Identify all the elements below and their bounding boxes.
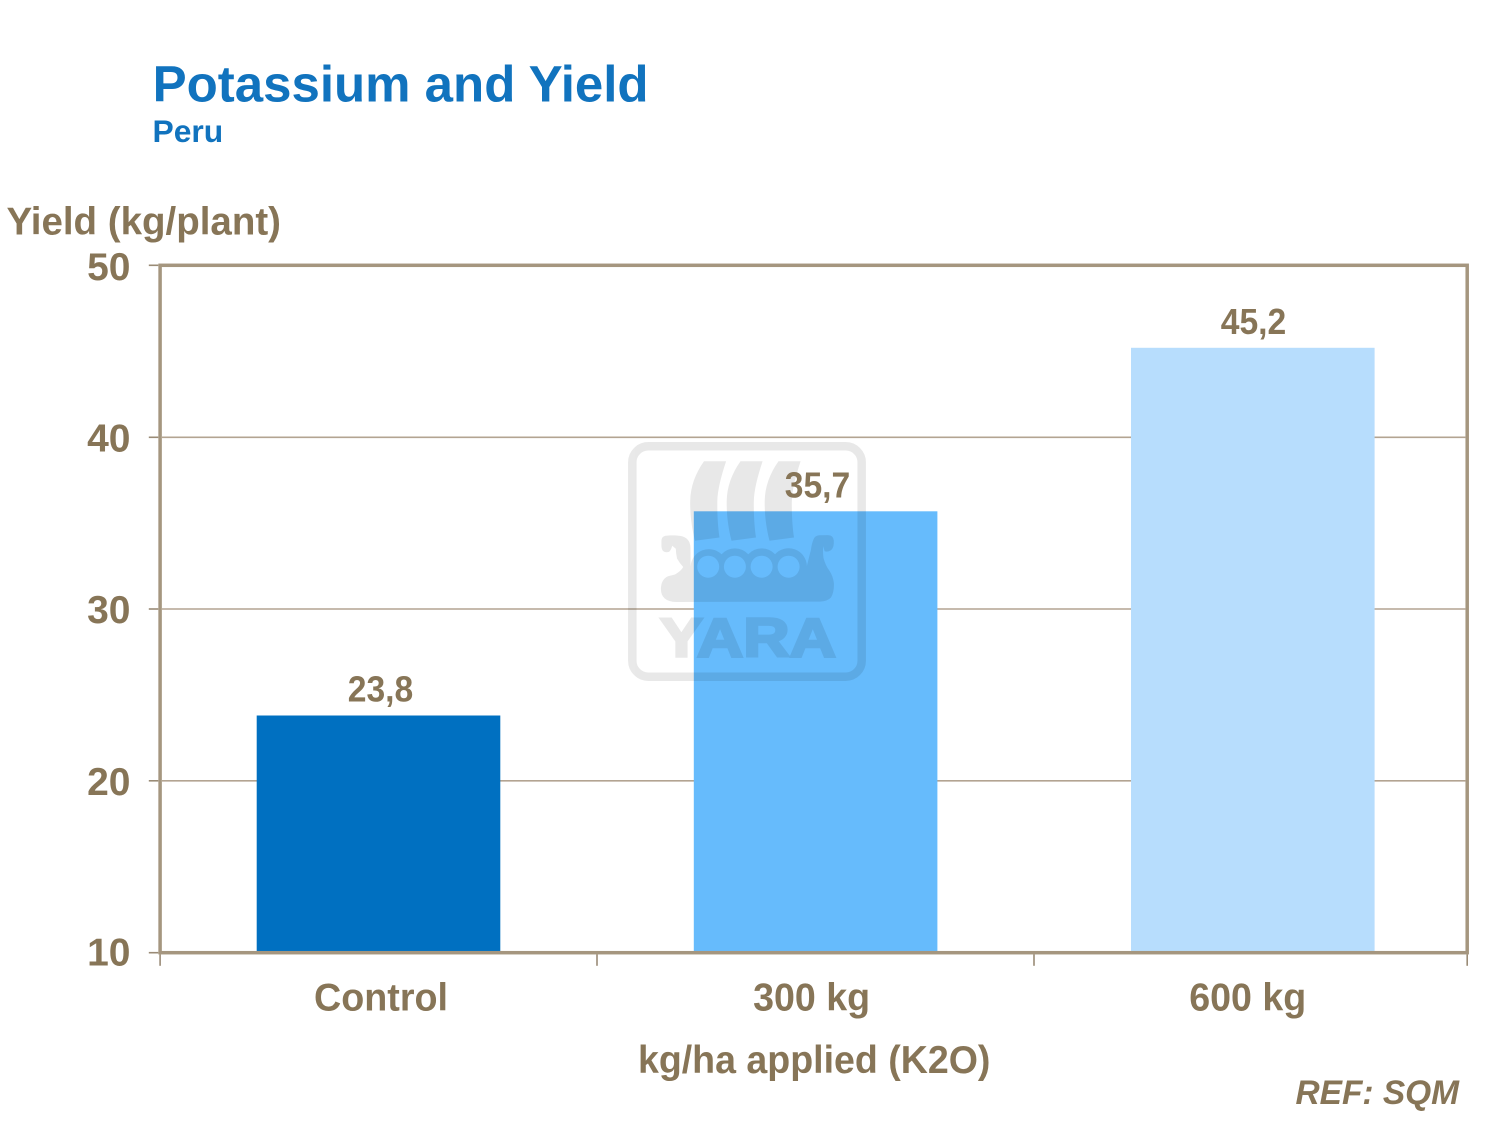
svg-text:Potassium and Yield: Potassium and Yield — [153, 55, 649, 112]
svg-text:YARA: YARA — [660, 606, 836, 668]
svg-text:REF: SQM: REF: SQM — [1296, 1074, 1460, 1112]
svg-text:Control: Control — [314, 976, 448, 1019]
svg-text:50: 50 — [87, 246, 130, 289]
svg-text:10: 10 — [87, 932, 130, 975]
svg-text:35,7: 35,7 — [785, 465, 851, 506]
svg-text:300 kg: 300 kg — [753, 976, 870, 1019]
svg-text:Yield (kg/plant): Yield (kg/plant) — [7, 200, 282, 243]
svg-text:Peru: Peru — [153, 113, 224, 149]
svg-text:45,2: 45,2 — [1221, 301, 1287, 342]
svg-text:20: 20 — [87, 761, 130, 804]
svg-text:kg/ha applied (K2O): kg/ha applied (K2O) — [638, 1039, 991, 1082]
svg-text:23,8: 23,8 — [348, 668, 414, 709]
svg-text:40: 40 — [87, 418, 130, 461]
svg-text:30: 30 — [87, 589, 130, 632]
svg-text:600 kg: 600 kg — [1189, 976, 1306, 1019]
